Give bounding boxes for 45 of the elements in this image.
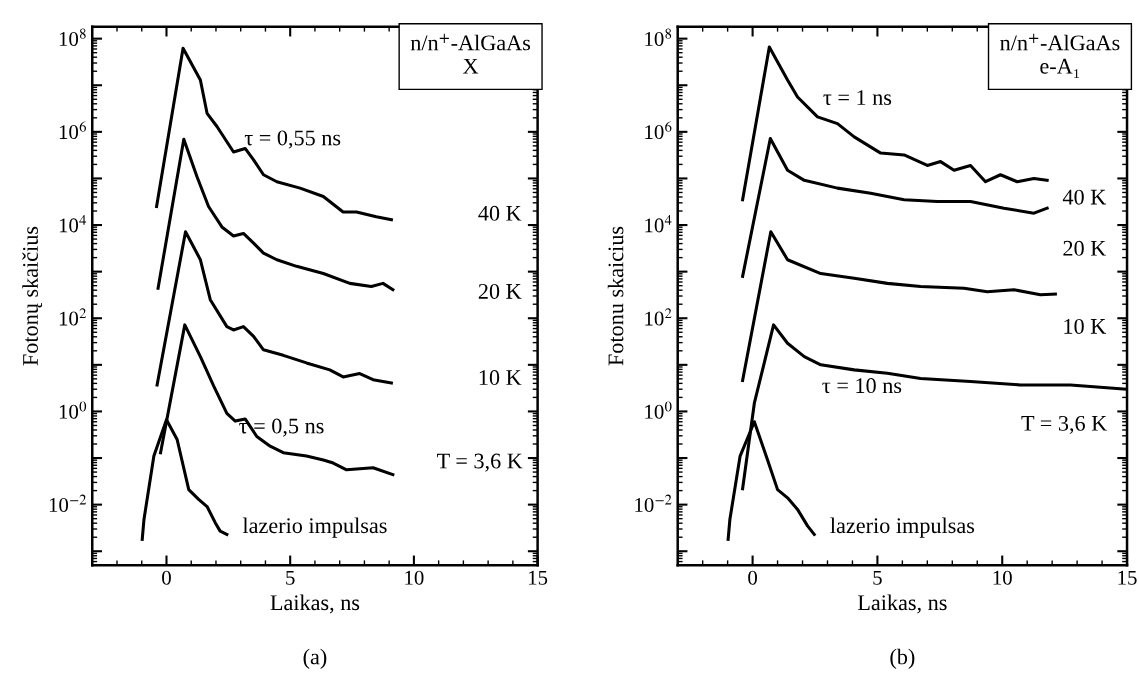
y-tick-label: 10$^{4}$ [59, 214, 87, 233]
x-tick-label: 10 [405, 570, 424, 585]
x-axis-title: Laikas, ns [857, 594, 947, 614]
y-tick-label: 10$^{6}$ [645, 121, 672, 140]
x-tick-label: 15 [1118, 570, 1137, 585]
line-series [155, 230, 393, 387]
annotation: 10 K [479, 370, 522, 386]
y-tick-label: 10$^{2}$ [645, 308, 672, 326]
x-tick-label: 0 [748, 570, 758, 585]
annotation: 40 K [1062, 189, 1107, 205]
annotation: τ = 10 ns [822, 378, 902, 394]
x-tick-label: 5 [286, 570, 295, 585]
y-tick-label: 10$^{0}$ [645, 401, 672, 419]
y-axis-title: Fotonu skaicius [607, 226, 624, 366]
y-tick-label: 10$^{2}$ [59, 308, 87, 326]
x-tick-label: 15 [529, 570, 548, 585]
y-tick-label: 10$^{0}$ [59, 401, 87, 419]
annotation: T = 3,6 K [437, 453, 523, 472]
y-tick-label: 10$^{8}$ [645, 28, 672, 46]
annotation: lazerio impulsas [242, 517, 387, 538]
x-tick-label: 5 [873, 570, 882, 585]
x-tick-label: 10 [993, 570, 1012, 585]
annotation: 10 K [1064, 318, 1107, 334]
y-tick-label: 10$^{−2}$ [635, 494, 672, 512]
y-tick-label: 10$^{8}$ [59, 28, 86, 46]
line-series [155, 46, 393, 222]
annotation: n/n$^{+}$-AlGaAs e-A₁ [1000, 33, 1120, 78]
annotation: τ = 0,5 ns [239, 418, 324, 437]
y-tick-label: 10$^{−2}$ [49, 494, 87, 512]
annotation: 20 K [478, 283, 522, 299]
annotation: 40 K [478, 205, 522, 221]
text: (b) [890, 648, 915, 669]
annotation: 20 K [1063, 240, 1107, 256]
annotation: n/n$^{+}$-AlGaAs X [410, 33, 531, 74]
y-tick-label: 10$^{4}$ [645, 214, 672, 233]
y-tick-label: 10$^{6}$ [59, 121, 86, 140]
annotation: T = 3,6 K [1021, 415, 1108, 435]
annotation: τ = 1 ns [823, 90, 892, 106]
annotation: lazerio impulsas [830, 517, 975, 538]
line-series [741, 136, 1049, 278]
annotation: τ = 0,55 ns [244, 130, 341, 149]
y-axis-title: Fotonų skaičius [22, 226, 43, 366]
x-axis-title: Laikas, ns [270, 594, 360, 614]
text: (a) [303, 648, 327, 669]
x-tick-label: 0 [162, 570, 171, 585]
